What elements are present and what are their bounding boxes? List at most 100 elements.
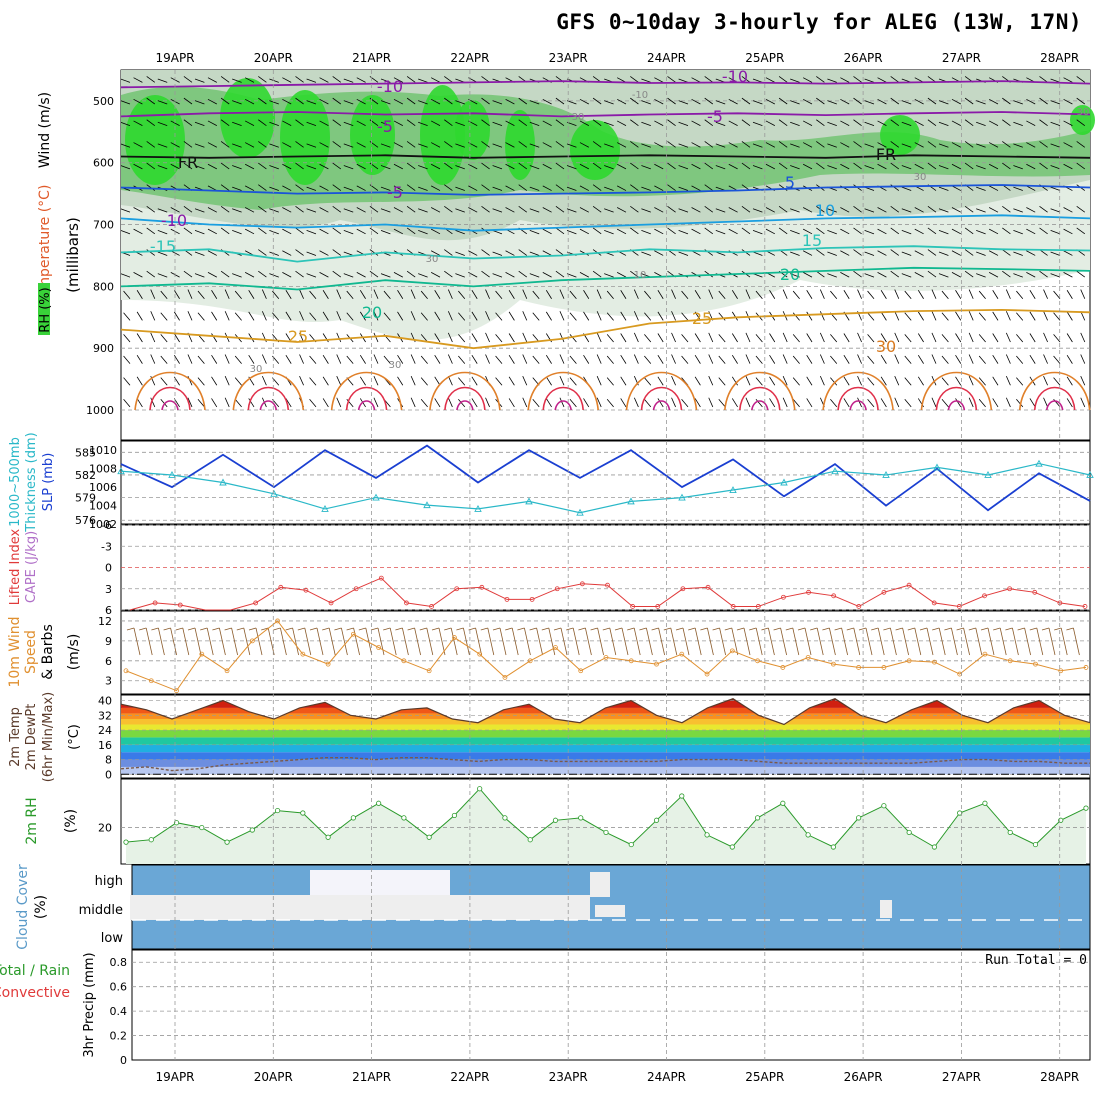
wind-barb <box>197 290 205 299</box>
wind-barb <box>529 165 540 170</box>
wind-barb <box>765 142 775 148</box>
date-label-top: 23APR <box>549 51 588 65</box>
wind-barb <box>853 205 862 213</box>
wind-barb <box>877 207 887 213</box>
wind-barb <box>745 375 751 386</box>
wind-barb <box>120 78 131 83</box>
wind-barb <box>232 78 242 83</box>
wind-barb <box>434 311 441 321</box>
wind-barb <box>295 119 304 126</box>
wind10m-barb <box>487 627 495 656</box>
cloud-cell <box>130 895 590 920</box>
wind-barb <box>269 78 279 83</box>
thickness-tick-label: 576 <box>75 514 96 527</box>
wind10m-barb <box>402 627 409 656</box>
wind-barb <box>731 398 738 408</box>
wind-barb <box>678 208 689 213</box>
lifted-point <box>730 604 736 609</box>
date-label-bottom: 21APR <box>352 1070 391 1084</box>
wind10m-barb <box>304 627 312 656</box>
wind-barb <box>1026 207 1036 213</box>
wind10m-barb <box>1048 627 1056 656</box>
precip-tick-label: 0.2 <box>110 1030 128 1043</box>
wind-barb <box>1050 78 1061 83</box>
wind10m-barb <box>548 627 556 656</box>
wind-barb <box>1066 398 1073 408</box>
wind-barb <box>678 251 689 256</box>
wind10m-barb-flag <box>773 627 781 631</box>
wind-barb <box>691 142 701 148</box>
wind-barb <box>633 311 639 321</box>
wind-barb <box>1050 121 1061 127</box>
wind-barb <box>346 290 354 299</box>
wind-barb <box>853 249 862 256</box>
wind-barb <box>306 78 317 83</box>
wind-barb <box>745 397 751 408</box>
wind-barb <box>269 100 279 105</box>
wind-barb <box>444 119 453 126</box>
wind-barb <box>708 354 714 364</box>
rh-green-blob <box>280 90 330 185</box>
wind-barb <box>444 97 453 105</box>
wind-barb <box>718 290 726 299</box>
isotherm-15 <box>120 245 1091 263</box>
rh2m-point <box>527 837 533 843</box>
wind10m-barb-flag <box>505 627 513 631</box>
wind10m-barb-flag <box>261 627 269 631</box>
wind-barb <box>1013 208 1023 213</box>
wind-barb <box>380 230 391 235</box>
wind-barb <box>183 270 193 278</box>
wind-barb <box>579 120 589 126</box>
wind-barb <box>468 250 478 256</box>
wind-barb <box>336 332 342 343</box>
wind-barb <box>641 78 651 83</box>
wind-barb <box>569 377 577 386</box>
isotherm--10 <box>120 80 1091 89</box>
wind-barb <box>542 228 552 235</box>
wind-barb <box>211 398 218 408</box>
wind-barb <box>566 208 577 213</box>
wind-barb <box>211 333 218 343</box>
wind-barb <box>914 163 924 170</box>
wind-barb <box>806 333 813 343</box>
wind10m-barb <box>206 627 214 656</box>
wind-barb <box>356 142 366 148</box>
wind-barb <box>566 143 577 148</box>
wind-barb <box>220 184 230 191</box>
wind-barb <box>914 120 924 126</box>
wind-barb <box>914 142 924 148</box>
wind-barb <box>715 143 726 148</box>
wind-barb <box>620 290 627 299</box>
wind-barb <box>840 207 850 213</box>
wind-barb <box>596 332 602 343</box>
wind-barb <box>654 120 664 126</box>
wind-barb <box>282 120 292 126</box>
wind-barb <box>644 290 652 299</box>
wind-barb <box>894 289 900 299</box>
wind-barb <box>542 142 552 148</box>
temp-band <box>121 718 1090 725</box>
wind-barb <box>343 230 354 235</box>
wind-barb <box>380 143 391 148</box>
wind-barb <box>816 249 825 256</box>
wind-barb <box>542 120 552 126</box>
wind10m-barb <box>475 627 482 656</box>
temp-band <box>121 730 1090 738</box>
wind-barb <box>187 397 193 408</box>
wind10m-barb <box>755 627 763 656</box>
wind-barb <box>542 185 552 191</box>
wind-barb <box>819 311 825 321</box>
wind-barb <box>406 184 416 191</box>
wind-barb <box>782 375 788 386</box>
wind10m-barb <box>499 627 507 656</box>
wind-barb <box>555 227 565 235</box>
wind-barb <box>691 207 701 213</box>
wind-barb <box>420 377 428 386</box>
wind-barb <box>641 208 651 213</box>
wind-barb <box>731 311 738 321</box>
wind-barb <box>1053 334 1061 343</box>
wind-barb <box>295 76 304 83</box>
wind-barb <box>1029 354 1036 364</box>
wind-barb <box>867 334 875 343</box>
